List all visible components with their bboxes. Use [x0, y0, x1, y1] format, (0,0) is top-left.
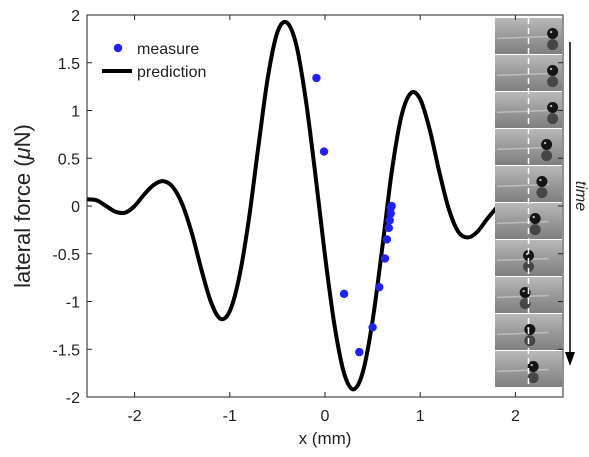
bead-upper — [527, 361, 539, 373]
bead-glint — [549, 104, 553, 108]
x-tick-label: 0 — [321, 408, 330, 425]
legend: measure prediction — [102, 41, 206, 81]
bead-upper — [547, 28, 559, 40]
measure-series — [312, 73, 396, 357]
bead-glint — [530, 363, 533, 367]
bead-reflection — [541, 150, 553, 162]
x-tick-label: -1 — [223, 408, 237, 425]
x-tick-label: 2 — [511, 408, 520, 425]
x-tick-label: -2 — [127, 408, 141, 425]
bead-upper — [541, 139, 553, 151]
y-axis-label-suffix: N) — [10, 124, 35, 147]
inset-frame-texture — [496, 109, 549, 114]
y-tick-label: -1.5 — [52, 342, 80, 359]
bead-glint — [522, 289, 525, 293]
bead-reflection — [547, 39, 559, 51]
bead-glint — [539, 178, 542, 182]
inset-frame-texture — [496, 368, 549, 373]
measure-point — [312, 73, 321, 83]
legend-measure-label: measure — [137, 41, 199, 58]
inset-frame-texture — [496, 72, 549, 77]
bead-glint — [549, 67, 553, 71]
bead-upper — [523, 250, 534, 262]
measure-point — [355, 347, 364, 357]
y-axis-label-prefix: lateral force ( — [10, 159, 35, 288]
y-tick-label: 1 — [71, 104, 80, 121]
axis-ticks: -2 -1 0 1 2 -2 -1.5 -1 -0.5 0 0.5 1 1.5 2 — [52, 8, 563, 425]
x-axis-label: x (mm) — [299, 429, 352, 448]
bead-reflection — [529, 224, 541, 236]
y-tick-label: -0.5 — [52, 247, 80, 264]
bead-glint — [532, 215, 535, 219]
bead-glint — [525, 252, 529, 256]
x-tick-label: 1 — [416, 408, 425, 425]
prediction-line — [87, 19, 499, 392]
inset-frame-texture — [496, 220, 549, 225]
bead-reflection — [536, 187, 548, 199]
bead-reflection — [524, 335, 536, 347]
bead-reflection — [527, 372, 539, 384]
y-tick-label: 1.5 — [58, 56, 80, 73]
measure-point — [387, 201, 396, 211]
y-axis-label: lateral force (μN) — [10, 124, 35, 288]
measure-point — [384, 223, 393, 233]
y-tick-label: 2 — [71, 8, 80, 25]
bead-reflection — [523, 261, 534, 273]
time-arrow-head — [565, 352, 575, 366]
bead-glint — [549, 30, 553, 34]
measure-point — [385, 216, 394, 225]
prediction-series — [87, 19, 499, 392]
measure-point — [380, 254, 390, 263]
inset-frame-texture — [496, 146, 549, 151]
measure-point — [339, 289, 349, 299]
measure-point — [375, 282, 384, 292]
bead-upper — [547, 65, 559, 77]
bead-reflection — [547, 76, 559, 88]
y-tick-label: 0 — [71, 199, 80, 216]
legend-prediction-label: prediction — [137, 64, 206, 81]
bead-upper — [536, 176, 548, 188]
y-tick-label: -1 — [66, 295, 80, 312]
inset-image-strip — [495, 18, 562, 388]
bead-glint — [543, 141, 547, 145]
y-tick-label: -2 — [66, 390, 80, 407]
inset-frame-texture — [496, 331, 549, 336]
y-axis-label-unit-symbol: μ — [10, 147, 35, 160]
y-tick-label: 0.5 — [58, 151, 80, 168]
bead-upper — [547, 102, 559, 114]
bead-upper — [529, 213, 541, 225]
legend-measure-marker — [113, 43, 123, 53]
measure-point — [382, 235, 392, 244]
inset-frame-texture — [496, 257, 549, 262]
measure-point — [319, 147, 329, 156]
time-label: time — [572, 181, 589, 211]
bead-upper — [524, 324, 536, 336]
bead-reflection — [547, 113, 559, 125]
inset-frame-texture — [496, 35, 549, 40]
measure-point — [368, 323, 377, 332]
